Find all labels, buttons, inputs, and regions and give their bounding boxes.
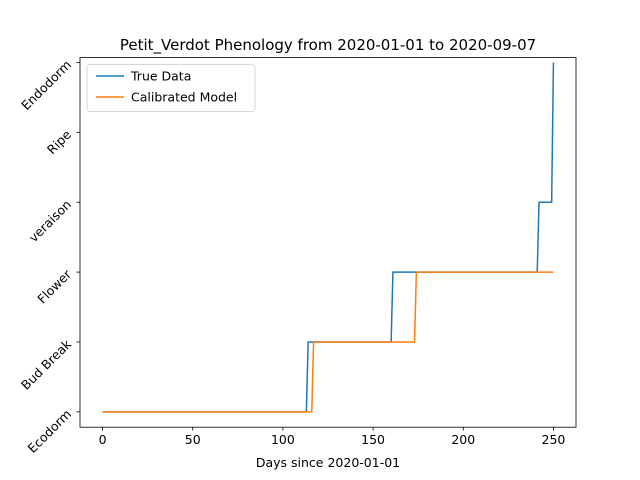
x-axis-label: Days since 2020-01-01 <box>256 455 400 470</box>
legend-label-calibrated-model: Calibrated Model <box>131 90 237 105</box>
series-line-calibrated-model <box>102 271 554 413</box>
series-layer <box>102 62 555 413</box>
legend-box <box>86 64 256 112</box>
x-tick-label: 0 <box>99 432 107 447</box>
x-tick-label: 200 <box>451 432 475 447</box>
x-tick-label: 50 <box>185 432 201 447</box>
x-tick-label: 150 <box>361 432 385 447</box>
x-tick-label: 250 <box>542 432 566 447</box>
legend-label-true-data: True Data <box>130 69 191 84</box>
legend: True Data Calibrated Model <box>86 64 256 112</box>
plot-frame <box>79 57 577 428</box>
x-axis: 0 50 100 150 200 250 <box>99 427 566 447</box>
series-line-true-data <box>102 62 555 413</box>
x-tick-label: 100 <box>271 432 295 447</box>
chart-title: Petit_Verdot Phenology from 2020-01-01 t… <box>120 36 536 55</box>
